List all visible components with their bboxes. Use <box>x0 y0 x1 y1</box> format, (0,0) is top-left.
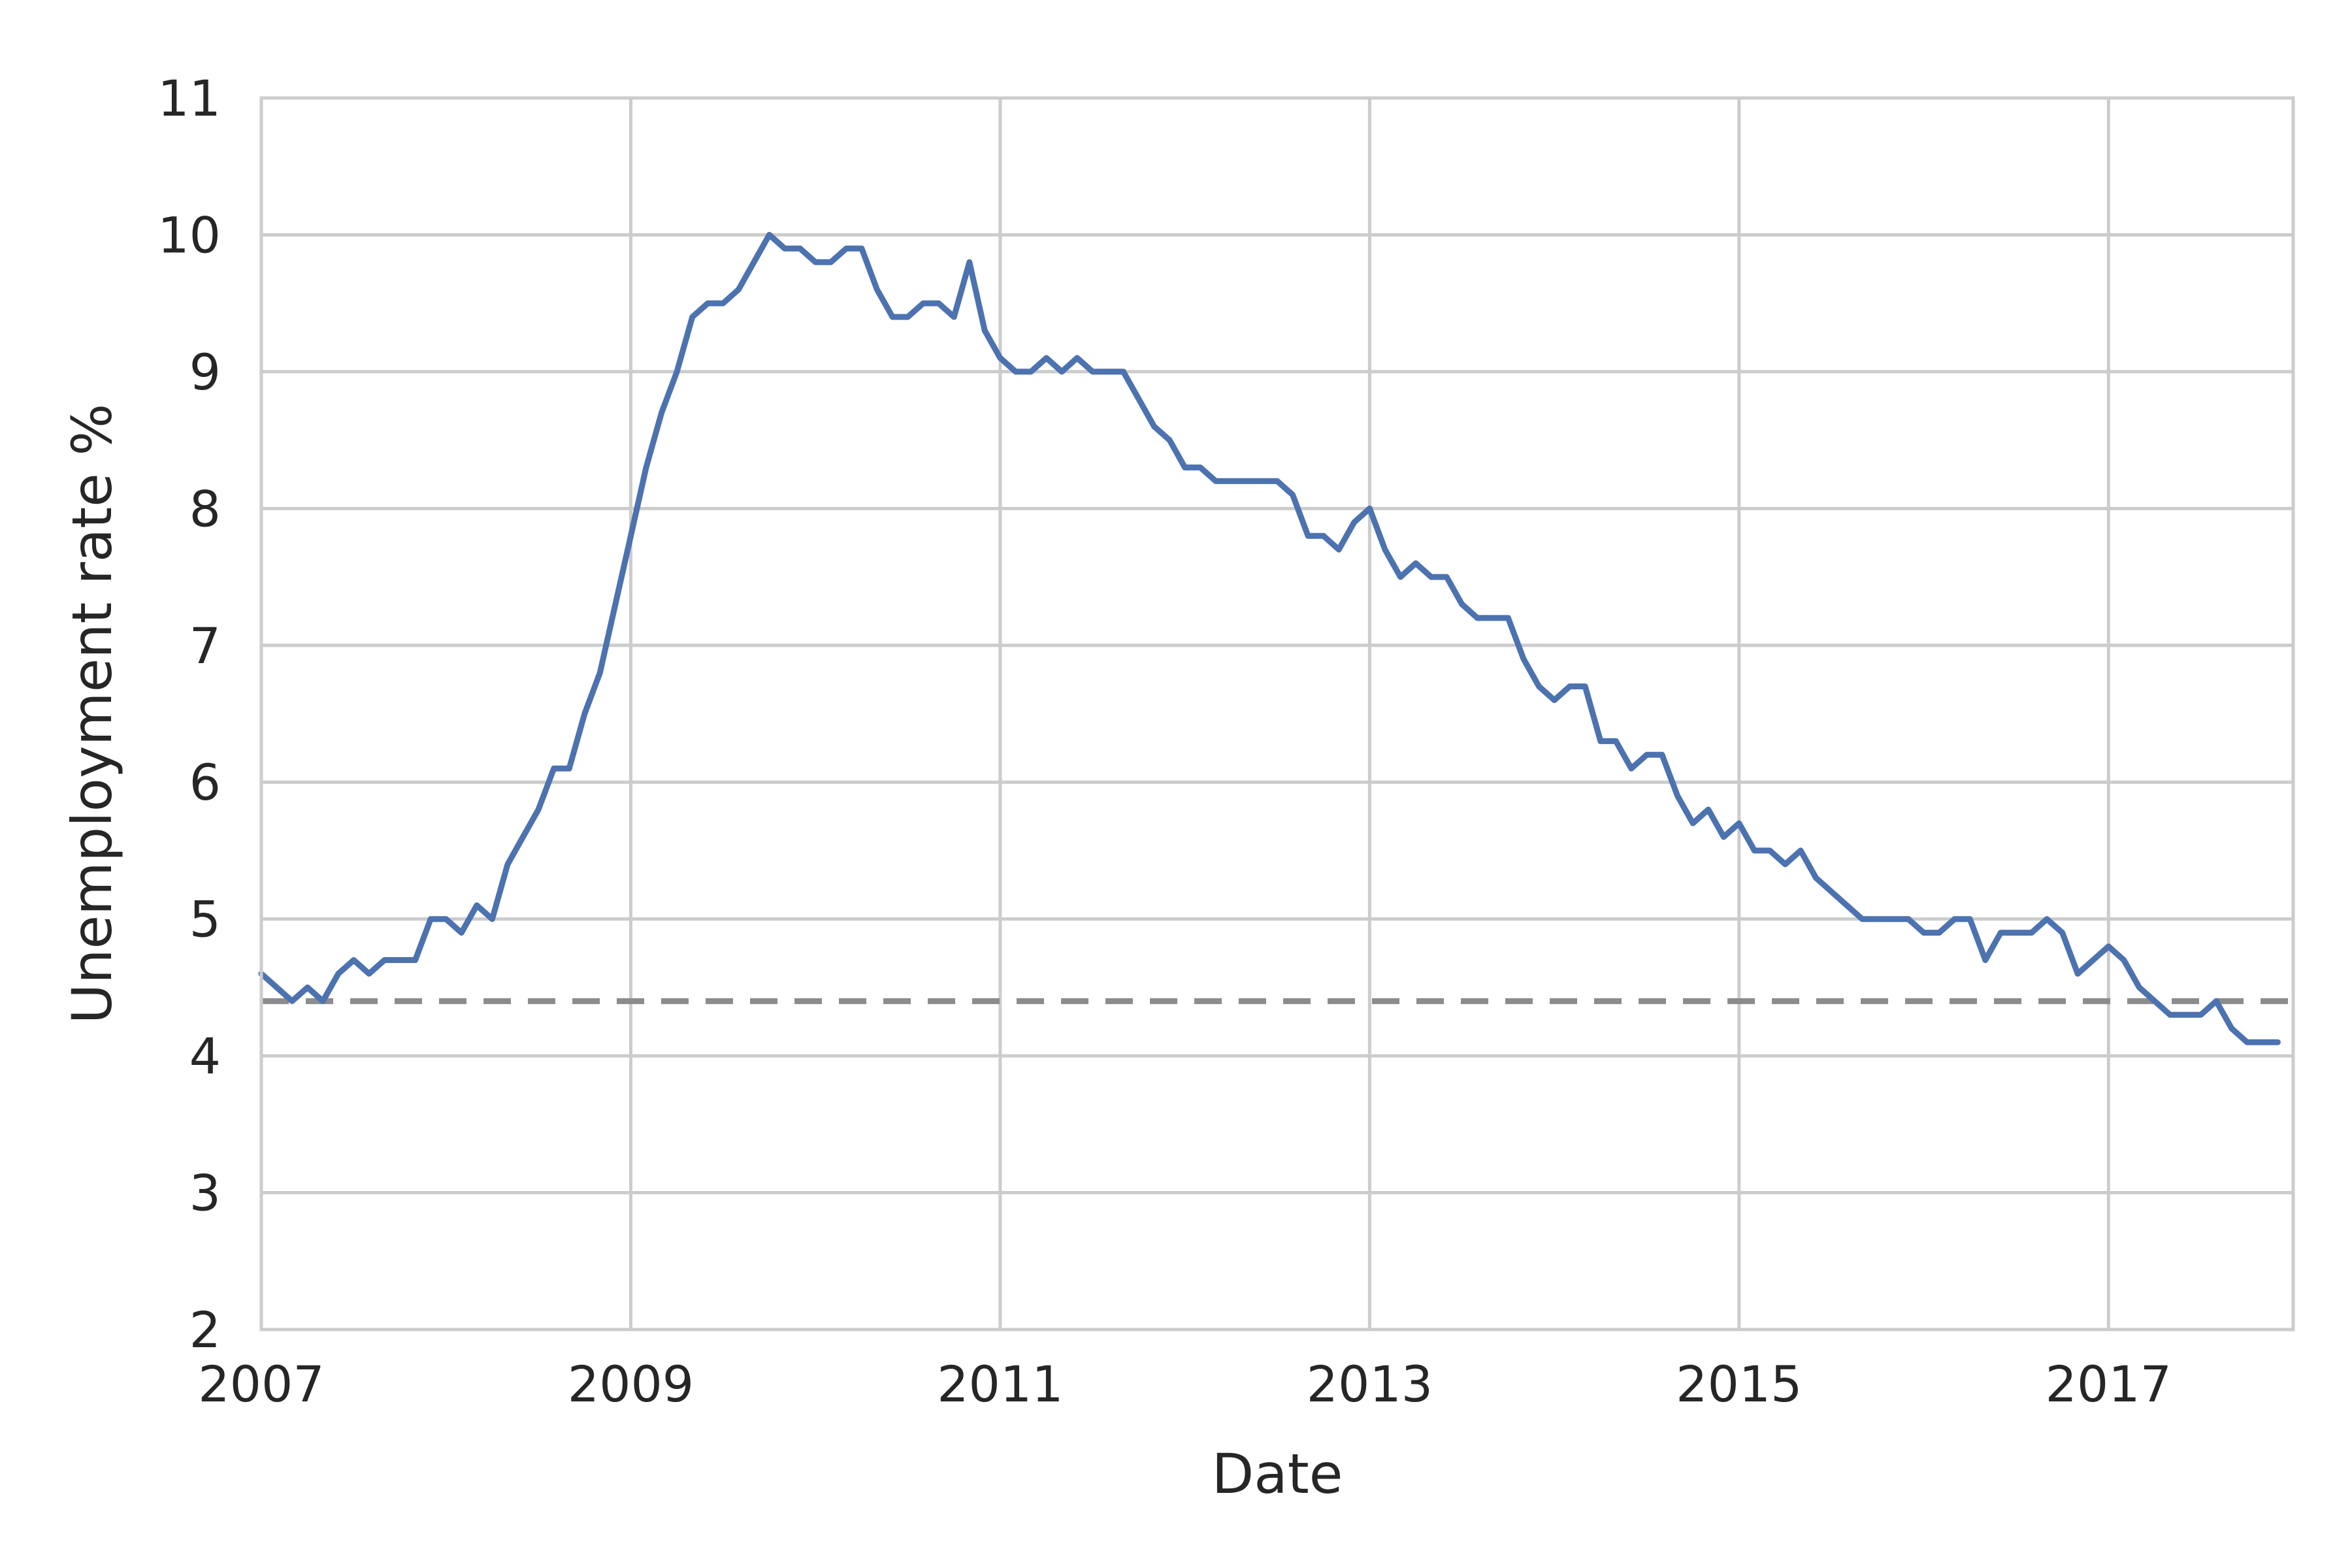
x-tick-label: 2013 <box>1307 1355 1433 1413</box>
x-axis-label: Date <box>1212 1442 1343 1506</box>
y-tick-label: 11 <box>157 69 221 127</box>
y-tick-label: 7 <box>189 617 221 675</box>
x-axis-ticks: 2007 2009 2011 2013 2015 2017 <box>198 1355 2172 1413</box>
y-tick-label: 6 <box>189 753 221 811</box>
series-layer <box>258 231 2281 1045</box>
y-tick-label: 3 <box>189 1164 221 1222</box>
y-axis-label: Unemployment rate % <box>60 404 124 1024</box>
x-tick-label: 2011 <box>937 1355 1063 1413</box>
y-tick-label: 5 <box>189 890 221 949</box>
series-line <box>258 231 2281 1045</box>
plot-frame <box>259 96 2295 1331</box>
x-tick-label: 2009 <box>568 1355 694 1413</box>
x-tick-label: 2017 <box>2046 1355 2172 1413</box>
x-tick-label: 2015 <box>1676 1355 1802 1413</box>
y-tick-label: 10 <box>157 206 221 264</box>
y-tick-label: 9 <box>189 343 221 401</box>
y-tick-label: 8 <box>189 480 221 538</box>
y-tick-label: 2 <box>189 1301 221 1359</box>
grid <box>259 96 2293 1331</box>
x-tick-label: 2007 <box>198 1355 324 1413</box>
y-tick-label: 4 <box>189 1027 221 1085</box>
y-axis-ticks: 2 3 4 5 6 7 8 9 10 11 <box>157 69 221 1359</box>
